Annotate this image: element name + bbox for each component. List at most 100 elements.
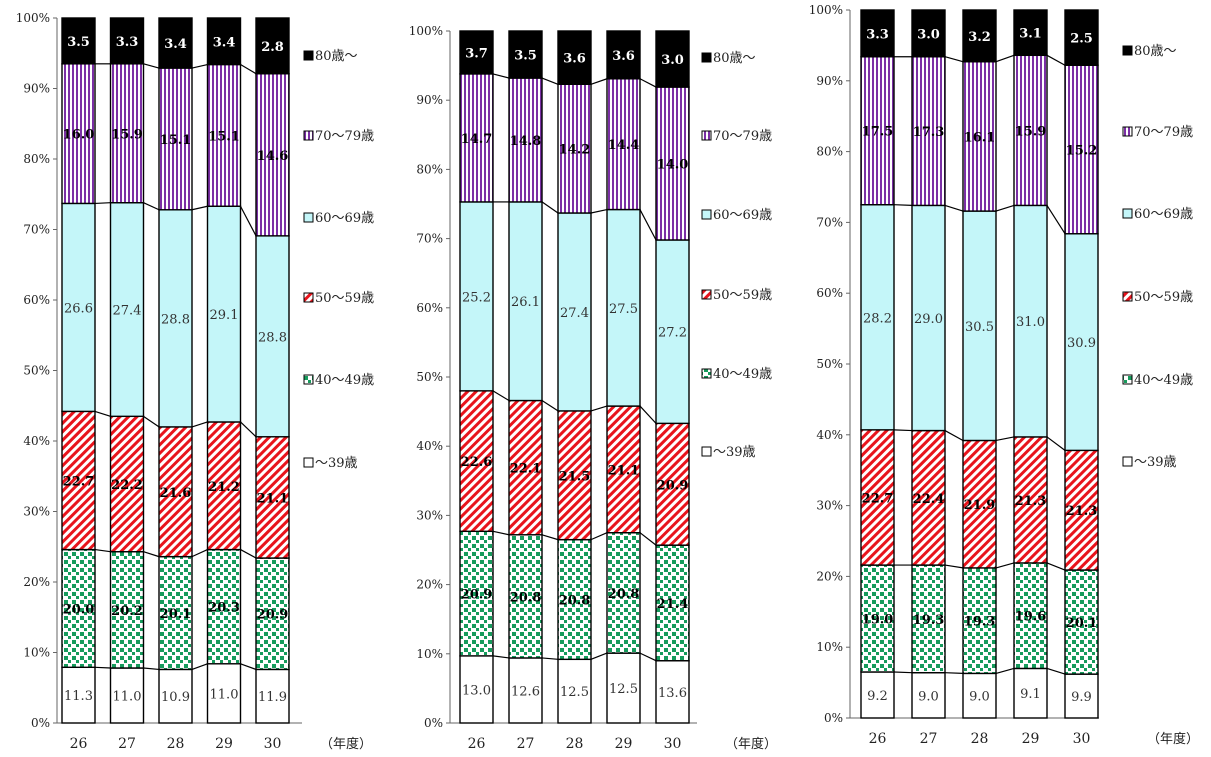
series-connector: [944, 56, 964, 63]
data-label: 2.8: [261, 40, 284, 55]
series-connector: [893, 204, 913, 207]
bar-segment: [158, 426, 193, 558]
legend-label: ～39歳: [1134, 455, 1177, 470]
data-label: 22.2: [111, 478, 143, 493]
legend-swatch: [1122, 126, 1133, 137]
x-tick-label: 30: [1073, 731, 1091, 747]
series-connector: [492, 390, 510, 402]
legend-label: 80歳～: [1134, 44, 1177, 59]
legend-label: 40～49歳: [315, 373, 374, 388]
y-tick-label: 70%: [416, 232, 443, 246]
data-label: 22.7: [862, 491, 894, 506]
bar-segment: [206, 421, 242, 551]
legend-swatch: [303, 50, 314, 61]
bar-segment: [61, 63, 96, 205]
data-label: 13.6: [658, 686, 687, 701]
series-connector: [240, 421, 257, 438]
bar-segment: [508, 77, 543, 203]
series-connector: [191, 205, 208, 211]
data-label: 12.6: [511, 684, 540, 699]
legend-label: 50～59歳: [1134, 290, 1193, 305]
x-tick-label: 27: [118, 736, 136, 752]
y-tick-label: 30%: [23, 505, 50, 519]
data-label: 20.1: [1066, 616, 1098, 631]
x-tick-label: 28: [566, 736, 584, 752]
legend-swatch: [1122, 208, 1133, 219]
data-label: 3.3: [116, 35, 139, 50]
x-tick-label: 29: [1022, 731, 1040, 747]
data-label: 9.1: [1020, 687, 1041, 702]
series-connector: [944, 204, 964, 212]
series-connector: [143, 551, 160, 558]
y-tick-label: 80%: [416, 162, 443, 176]
series-connector: [240, 549, 257, 559]
y-tick-label: 10%: [23, 646, 50, 660]
bar-segment: [557, 538, 592, 661]
y-tick-label: 50%: [816, 357, 843, 371]
data-label: 30.9: [1067, 336, 1096, 351]
y-tick-label: 90%: [23, 82, 50, 96]
series-connector: [944, 672, 964, 674]
series-connector: [1046, 562, 1066, 571]
legend-swatch: [1122, 374, 1133, 385]
bar-segment: [962, 210, 997, 442]
data-label: 26.1: [511, 295, 540, 310]
legend-swatch: [701, 209, 712, 220]
data-label: 3.3: [866, 27, 889, 42]
series-connector: [590, 78, 608, 85]
bar-segment: [606, 30, 641, 80]
y-tick-label: 90%: [816, 74, 843, 88]
bar-segment: [606, 405, 641, 534]
data-label: 27.4: [113, 304, 142, 319]
y-tick-label: 60%: [23, 293, 50, 307]
bar-segment: [655, 86, 690, 241]
data-label: 17.3: [913, 125, 945, 140]
data-label: 15.1: [208, 129, 240, 144]
bar-segment: [1013, 436, 1048, 564]
bar-segment: [557, 83, 592, 214]
y-tick-label: 10%: [816, 640, 843, 654]
x-tick-label: 30: [264, 736, 282, 752]
data-label: 14.2: [559, 143, 591, 158]
bar-segment: [911, 204, 946, 432]
bar-segment: [255, 557, 290, 671]
legend-label: 50～59歳: [315, 291, 374, 306]
legend-label: 70～79歳: [315, 129, 374, 144]
y-tick-label: 0%: [824, 711, 843, 725]
data-label: 21.3: [1066, 504, 1098, 519]
data-label: 21.5: [559, 469, 591, 484]
data-label: 21.2: [208, 480, 240, 495]
data-label: 19.3: [964, 615, 996, 630]
y-tick-label: 30%: [816, 499, 843, 513]
series-connector: [143, 202, 160, 211]
bar-segment: [1064, 673, 1099, 719]
legend-swatch: [303, 457, 314, 468]
legend-swatch: [303, 292, 314, 303]
data-label: 3.6: [612, 49, 635, 64]
x-tick-label: 26: [468, 736, 486, 752]
series-connector: [590, 208, 608, 214]
bar-segment: [255, 436, 290, 559]
bar-segment: [206, 548, 242, 665]
bar-segment: [557, 30, 592, 85]
data-label: 28.8: [258, 330, 287, 345]
data-label: 13.0: [462, 683, 491, 698]
bar-segment: [459, 390, 494, 533]
data-label: 19.0: [862, 613, 894, 628]
data-label: 29.0: [914, 312, 943, 327]
data-label: 9.0: [918, 689, 939, 704]
bar-segment: [1064, 9, 1099, 66]
legend-label: 70～79歳: [713, 129, 772, 144]
bar-segment: [61, 548, 96, 669]
series-connector: [191, 421, 208, 428]
data-label: 21.1: [608, 463, 640, 478]
data-label: 31.0: [1016, 315, 1045, 330]
y-tick-label: 30%: [416, 508, 443, 522]
bar-segment: [109, 550, 145, 669]
data-label: 20.8: [510, 590, 542, 605]
x-tick-label: 26: [70, 736, 88, 752]
legend-swatch: [303, 130, 314, 141]
legend-label: 80歳～: [315, 49, 358, 64]
series-connector: [94, 666, 111, 669]
